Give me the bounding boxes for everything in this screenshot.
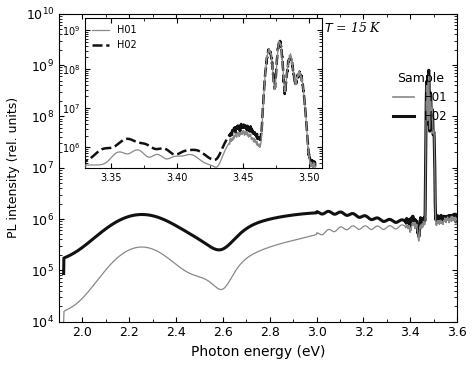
H02	[211, 247, 217, 251]
H02	[228, 240, 234, 245]
Line: H01: H01	[64, 75, 456, 322]
H01	[106, 265, 111, 269]
Line: H02: H02	[64, 70, 456, 273]
X-axis label: Photon energy (eV): Photon energy (eV)	[191, 345, 325, 359]
H01	[453, 223, 459, 227]
H01	[228, 276, 234, 280]
H01	[61, 320, 66, 324]
H01	[446, 219, 451, 223]
H02	[106, 225, 111, 229]
H01	[403, 225, 409, 230]
Text: $T$ = 15 K: $T$ = 15 K	[324, 22, 382, 36]
H01	[426, 73, 431, 77]
H01	[129, 247, 135, 251]
H02	[426, 68, 432, 72]
H02	[453, 219, 459, 224]
H02	[446, 215, 451, 219]
H02	[129, 213, 135, 218]
Y-axis label: PL intensity (rel. units): PL intensity (rel. units)	[7, 97, 20, 238]
H02	[403, 220, 409, 224]
Legend: H01, H02: H01, H02	[393, 72, 447, 123]
H02	[61, 271, 66, 276]
H01	[211, 283, 217, 288]
